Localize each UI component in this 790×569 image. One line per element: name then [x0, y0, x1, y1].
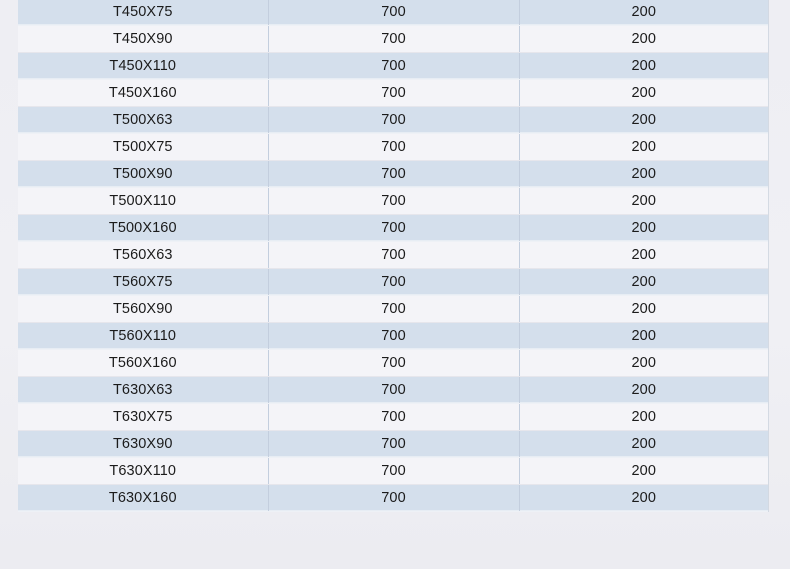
table-cell-model: T560X160	[18, 349, 269, 377]
table-cell-value_a: 700	[268, 268, 520, 296]
table-cell-value_b: 200	[519, 25, 768, 53]
table-cell-value_a: 700	[268, 403, 520, 431]
table-cell-value_a: 700	[268, 322, 520, 350]
table-cell-value_b: 200	[519, 268, 768, 296]
table-row: T560X63 700 200	[18, 241, 768, 269]
table-cell-model: T630X110	[18, 457, 269, 485]
table-cell-value_b: 200	[519, 0, 768, 26]
table-cell-model: T500X63	[18, 106, 269, 134]
table-cell-model: T560X90	[18, 295, 269, 323]
table-cell-model: T450X90	[18, 25, 269, 53]
table-row: T450X75 700 200	[18, 0, 768, 26]
table-cell-value_b: 200	[519, 133, 768, 161]
table-cell-value_b: 200	[519, 187, 768, 215]
table-cell-value_a: 700	[268, 25, 520, 53]
table-row: T630X90 700 200	[18, 430, 768, 458]
table-cell-value_b: 200	[519, 376, 768, 404]
table-cell-value_b: 200	[519, 106, 768, 134]
table-row: T500X90 700 200	[18, 160, 768, 188]
table-row: T500X75 700 200	[18, 133, 768, 161]
table-cell-value_a: 700	[268, 52, 520, 80]
table-cell-value_a: 700	[268, 457, 520, 485]
table-row: T560X90 700 200	[18, 295, 768, 323]
spec-table-container: T450X75 700 200 T450X90 700 200 T450X110 700 200…	[18, 0, 769, 512]
table-cell-value_a: 700	[268, 133, 520, 161]
table-cell-value_a: 700	[268, 106, 520, 134]
table-cell-model: T630X90	[18, 430, 269, 458]
table-row: T500X110 700 200	[18, 187, 768, 215]
table-cell-value_b: 200	[519, 403, 768, 431]
table-cell-value_b: 200	[519, 214, 768, 242]
table-cell-value_a: 700	[268, 0, 520, 26]
table-cell-value_a: 700	[268, 79, 520, 107]
table-cell-model: T500X90	[18, 160, 269, 188]
table-cell-value_b: 200	[519, 349, 768, 377]
product-spec-table: T450X75 700 200 T450X90 700 200 T450X110 700 200…	[18, 0, 768, 512]
table-cell-value_a: 700	[268, 187, 520, 215]
table-cell-value_a: 700	[268, 376, 520, 404]
table-row: T450X160 700 200	[18, 79, 768, 107]
table-cell-model: T450X75	[18, 0, 269, 26]
table-cell-model: T630X63	[18, 376, 269, 404]
table-cell-model: T560X110	[18, 322, 269, 350]
table-cell-value_a: 700	[268, 241, 520, 269]
table-cell-model: T450X110	[18, 52, 269, 80]
table-row: T630X160 700 200	[18, 484, 768, 512]
table-cell-value_b: 200	[519, 241, 768, 269]
table-cell-value_b: 200	[519, 322, 768, 350]
table-row: T630X63 700 200	[18, 376, 768, 404]
table-cell-model: T560X75	[18, 268, 269, 296]
table-cell-value_a: 700	[268, 214, 520, 242]
table-row: T450X90 700 200	[18, 25, 768, 53]
table-cell-value_b: 200	[519, 430, 768, 458]
table-cell-model: T500X110	[18, 187, 269, 215]
table-cell-value_b: 200	[519, 484, 768, 512]
table-cell-value_a: 700	[268, 484, 520, 512]
table-row: T560X160 700 200	[18, 349, 768, 377]
table-cell-model: T500X160	[18, 214, 269, 242]
table-row: T500X63 700 200	[18, 106, 768, 134]
table-cell-model: T560X63	[18, 241, 269, 269]
table-cell-model: T630X160	[18, 484, 269, 512]
table-cell-value_a: 700	[268, 295, 520, 323]
spec-table-body: T450X75 700 200 T450X90 700 200 T450X110 700 200…	[18, 0, 768, 512]
table-row: T560X110 700 200	[18, 322, 768, 350]
table-cell-value_a: 700	[268, 349, 520, 377]
table-cell-value_a: 700	[268, 160, 520, 188]
table-cell-model: T630X75	[18, 403, 269, 431]
table-cell-value_b: 200	[519, 79, 768, 107]
table-cell-value_b: 200	[519, 457, 768, 485]
table-row: T500X160 700 200	[18, 214, 768, 242]
table-row: T630X75 700 200	[18, 403, 768, 431]
table-cell-value_b: 200	[519, 160, 768, 188]
table-row: T450X110 700 200	[18, 52, 768, 80]
table-row: T560X75 700 200	[18, 268, 768, 296]
table-cell-model: T500X75	[18, 133, 269, 161]
table-cell-model: T450X160	[18, 79, 269, 107]
table-cell-value_b: 200	[519, 295, 768, 323]
table-cell-value_a: 700	[268, 430, 520, 458]
table-row: T630X110 700 200	[18, 457, 768, 485]
table-cell-value_b: 200	[519, 52, 768, 80]
